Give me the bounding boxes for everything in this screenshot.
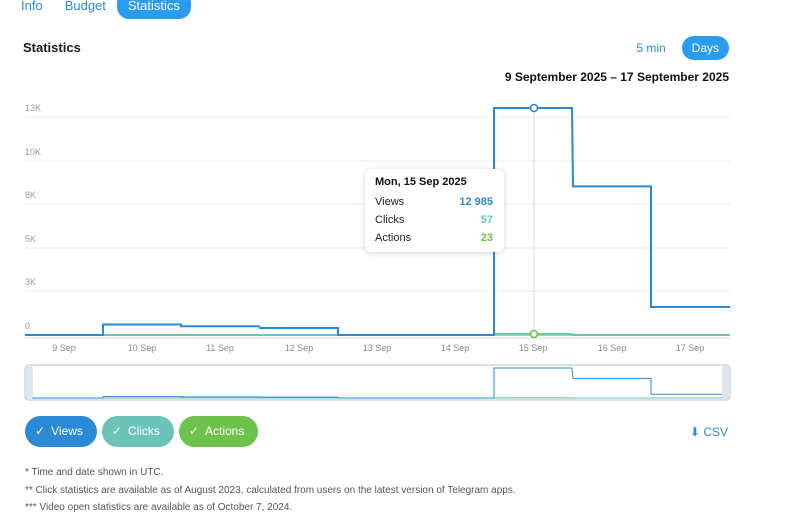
footnote-timezone: * Time and date shown in UTC. xyxy=(25,467,163,478)
tooltip-row-clicks: Clicks 57 xyxy=(375,214,493,226)
tooltip-key: Views xyxy=(375,196,404,208)
x-tick-label: 16 Sep xyxy=(598,343,627,353)
tooltip-row-actions: Actions 23 xyxy=(375,232,493,244)
legend-clicks-toggle[interactable]: ✓ Clicks xyxy=(102,416,174,447)
csv-label: CSV xyxy=(703,425,728,439)
legend-actions-toggle[interactable]: ✓ Actions xyxy=(179,416,258,447)
x-tick-label: 11 Sep xyxy=(206,343,234,353)
download-icon: ⬇ xyxy=(690,425,700,439)
hover-point-actions xyxy=(531,331,538,338)
y-tick-label: 13K xyxy=(25,103,41,113)
navigator-left-handle[interactable] xyxy=(25,366,33,399)
y-tick-label: 3K xyxy=(25,277,36,287)
series-legend: ✓ Views ✓ Clicks ✓ Actions xyxy=(25,416,258,447)
csv-download-link[interactable]: ⬇ CSV xyxy=(690,425,728,439)
x-axis-labels: 9 Sep 10 Sep 11 Sep 12 Sep 13 Sep 14 Sep 15 Se… xyxy=(52,343,704,353)
legend-label: Views xyxy=(51,416,83,447)
navigator-right-handle[interactable] xyxy=(722,366,730,399)
tooltip-row-views: Views 12 985 xyxy=(375,196,493,208)
tooltip-value: 12 985 xyxy=(459,196,493,208)
y-tick-label: 5K xyxy=(25,234,36,244)
tooltip-value: 23 xyxy=(481,232,493,244)
y-tick-label: 10K xyxy=(25,147,41,157)
x-tick-label: 9 Sep xyxy=(52,343,76,353)
chart-tooltip: Mon, 15 Sep 2025 Views 12 985 Clicks 57 … xyxy=(365,169,504,252)
hover-point-views xyxy=(531,105,538,112)
legend-label: Clicks xyxy=(128,416,160,447)
y-axis-labels: 0 3K 5K 8K 10K 13K xyxy=(25,103,41,331)
y-tick-label: 0 xyxy=(25,321,30,331)
tooltip-key: Clicks xyxy=(375,214,404,226)
range-navigator[interactable] xyxy=(25,365,730,400)
legend-views-toggle[interactable]: ✓ Views xyxy=(25,416,97,447)
check-icon: ✓ xyxy=(112,416,122,447)
x-tick-label: 12 Sep xyxy=(285,343,314,353)
y-tick-label: 8K xyxy=(25,190,36,200)
x-tick-label: 15 Sep xyxy=(519,343,548,353)
x-tick-label: 14 Sep xyxy=(441,343,470,353)
tooltip-date: Mon, 15 Sep 2025 xyxy=(375,176,467,188)
footnote-clicks: ** Click statistics are available as of … xyxy=(25,485,516,496)
legend-label: Actions xyxy=(205,416,244,447)
check-icon: ✓ xyxy=(189,416,199,447)
tooltip-key: Actions xyxy=(375,232,411,244)
tooltip-value: 57 xyxy=(481,214,493,226)
x-tick-label: 10 Sep xyxy=(128,343,157,353)
x-tick-label: 13 Sep xyxy=(363,343,392,353)
navigator-frame xyxy=(25,365,730,400)
check-icon: ✓ xyxy=(35,416,45,447)
x-tick-label: 17 Sep xyxy=(676,343,705,353)
